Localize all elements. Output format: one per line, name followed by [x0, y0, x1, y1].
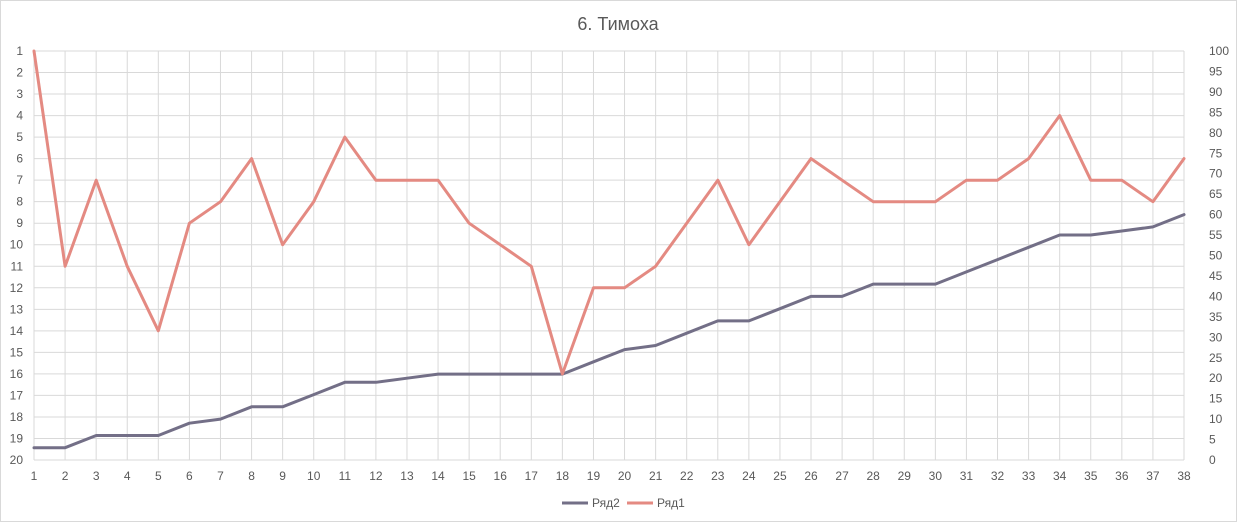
left-axis-tick-label: 8: [16, 195, 23, 209]
x-axis-tick-label: 32: [991, 469, 1005, 483]
right-axis-tick-label: 35: [1209, 310, 1223, 324]
right-axis-tick-label: 15: [1209, 392, 1223, 406]
left-axis-tick-label: 16: [10, 367, 24, 381]
x-axis-tick-label: 1: [31, 469, 38, 483]
x-axis-tick-label: 26: [804, 469, 818, 483]
x-axis-tick-label: 25: [773, 469, 787, 483]
x-axis-tick-label: 11: [339, 469, 352, 483]
left-axis-tick-label: 18: [10, 410, 24, 424]
left-axis-tick-label: 1: [16, 44, 23, 58]
left-axis-tick-label: 13: [10, 302, 24, 316]
right-axis-tick-label: 60: [1209, 208, 1223, 222]
right-axis-tick-label: 85: [1209, 105, 1223, 119]
x-axis-tick-label: 37: [1146, 469, 1160, 483]
x-axis-tick-label: 15: [462, 469, 476, 483]
series-line-Ряд2: [32, 213, 1186, 450]
legend-label: Ряд2: [592, 496, 620, 510]
x-axis-tick-label: 10: [307, 469, 321, 483]
left-axis-tick-label: 19: [10, 431, 24, 445]
left-axis-tick-label: 9: [16, 216, 23, 230]
left-axis-tick-label: 6: [16, 152, 23, 166]
x-axis-tick-label: 34: [1053, 469, 1067, 483]
x-axis-tick-label: 19: [587, 469, 601, 483]
x-axis-tick-label: 6: [186, 469, 193, 483]
x-axis-tick-label: 22: [680, 469, 694, 483]
left-axis-tick-label: 4: [16, 109, 23, 123]
series-lines: [32, 49, 1186, 450]
x-axis-tick-label: 8: [248, 469, 255, 483]
right-axis-tick-label: 0: [1209, 453, 1216, 467]
right-axis-tick-label: 90: [1209, 85, 1223, 99]
series-line-Ряд1: [32, 49, 1186, 376]
right-axis-tick-label: 30: [1209, 330, 1223, 344]
legend: Ряд2 Ряд1: [562, 496, 685, 510]
x-axis-tick-label: 4: [124, 469, 131, 483]
x-axis-tick-label: 5: [155, 469, 162, 483]
x-axis-tick-label: 29: [898, 469, 912, 483]
right-axis-tick-label: 20: [1209, 371, 1223, 385]
legend-label: Ряд1: [657, 496, 685, 510]
left-axis-tick-label: 10: [10, 238, 24, 252]
left-axis-tick-label: 20: [10, 453, 24, 467]
x-axis-tick-label: 36: [1115, 469, 1129, 483]
x-axis-tick-label: 21: [649, 469, 663, 483]
right-axis-tick-label: 65: [1209, 187, 1223, 201]
right-axis-tick-label: 10: [1209, 412, 1223, 426]
x-axis-tick-label: 24: [742, 469, 756, 483]
x-axis-tick-label: 3: [93, 469, 100, 483]
x-axis-tick-label: 30: [929, 469, 943, 483]
right-axis-tick-label: 95: [1209, 64, 1223, 78]
right-axis-tick-label: 5: [1209, 433, 1216, 447]
x-axis-tick-label: 23: [711, 469, 725, 483]
left-axis-tick-label: 5: [16, 130, 23, 144]
right-axis-tick-label: 50: [1209, 249, 1223, 263]
chart-title: 6. Тимоха: [577, 14, 659, 34]
x-axis-tick-label: 38: [1177, 469, 1191, 483]
left-axis-tick-label: 3: [16, 87, 23, 101]
x-axis-tick-label: 27: [835, 469, 849, 483]
x-axis-tick-label: 20: [618, 469, 632, 483]
x-axis-tick-label: 17: [525, 469, 539, 483]
x-axis-tick-label: 31: [960, 469, 974, 483]
right-axis-tick-label: 70: [1209, 167, 1223, 181]
x-axis-tick-label: 2: [62, 469, 69, 483]
right-axis-tick-label: 80: [1209, 126, 1223, 140]
x-axis-tick-label: 9: [279, 469, 286, 483]
right-axis-ticks: 0 5 10 15 20 25 30 35 40 45 50 55 60 65 70 75 80 85 90 95 10…: [1209, 44, 1229, 467]
left-axis-tick-label: 14: [10, 324, 24, 338]
right-axis-tick-label: 55: [1209, 228, 1223, 242]
right-axis-tick-label: 75: [1209, 146, 1223, 160]
x-axis-tick-label: 33: [1022, 469, 1036, 483]
left-axis-tick-label: 11: [11, 259, 24, 273]
x-axis-tick-label: 7: [217, 469, 224, 483]
x-axis-tick-label: 18: [556, 469, 570, 483]
left-axis-tick-label: 15: [10, 345, 24, 359]
x-axis-ticks: 1 2 3 4 5 6 7 8 9 10 11 12 13 14 15 16 17 18 19 20 21 22 23 24 2…: [31, 469, 1191, 483]
x-axis-tick-label: 35: [1084, 469, 1098, 483]
left-axis-tick-label: 7: [16, 173, 23, 187]
right-axis-tick-label: 25: [1209, 351, 1223, 365]
right-axis-tick-label: 45: [1209, 269, 1223, 283]
left-axis-tick-label: 12: [10, 281, 24, 295]
right-axis-tick-label: 40: [1209, 289, 1223, 303]
left-axis-tick-label: 17: [10, 388, 24, 402]
x-axis-tick-label: 28: [867, 469, 881, 483]
x-axis-tick-label: 12: [369, 469, 383, 483]
x-axis-tick-label: 13: [400, 469, 414, 483]
left-axis-tick-label: 2: [16, 66, 23, 80]
x-axis-tick-label: 16: [494, 469, 508, 483]
x-axis-tick-label: 14: [431, 469, 445, 483]
right-axis-tick-label: 100: [1209, 44, 1229, 58]
